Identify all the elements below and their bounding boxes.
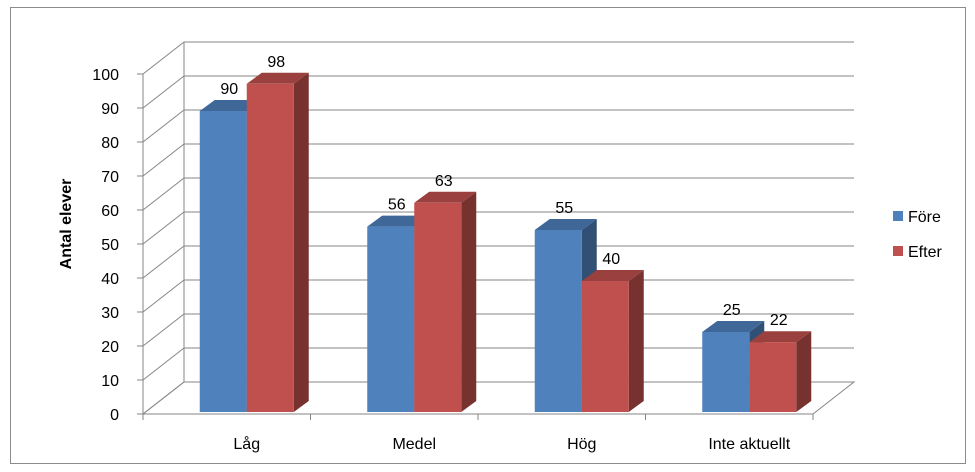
data-label: 40 bbox=[602, 251, 620, 268]
bar bbox=[702, 332, 750, 412]
bar bbox=[246, 83, 294, 413]
bar-top bbox=[246, 72, 309, 84]
y-tick-label: 40 bbox=[101, 271, 119, 288]
gridline-side bbox=[142, 75, 185, 109]
data-label: 90 bbox=[220, 81, 238, 98]
y-tick-label: 100 bbox=[92, 67, 119, 84]
y-tick-label: 60 bbox=[101, 203, 119, 220]
y-axis-label: Antal elever bbox=[58, 179, 75, 270]
bar-side bbox=[628, 270, 644, 412]
legend-swatch bbox=[893, 246, 903, 256]
y-tick-label: 10 bbox=[101, 373, 119, 390]
bar-top bbox=[199, 100, 262, 111]
data-label: 98 bbox=[267, 54, 285, 71]
data-label: 63 bbox=[435, 173, 453, 190]
data-label: 22 bbox=[770, 312, 788, 329]
bar-top bbox=[581, 270, 644, 281]
bar bbox=[749, 342, 797, 412]
bar-side bbox=[293, 72, 309, 413]
floor bbox=[141, 381, 856, 415]
gridline-side bbox=[142, 177, 185, 211]
legend-label: Efter bbox=[908, 244, 942, 261]
bar-side bbox=[796, 331, 812, 412]
gridline-side bbox=[142, 347, 185, 381]
y-tick-label: 90 bbox=[101, 101, 119, 118]
bar-top bbox=[367, 215, 430, 227]
legend-label: Före bbox=[908, 209, 941, 226]
legend-swatch bbox=[893, 211, 903, 221]
x-tick-label: Hög bbox=[567, 436, 596, 453]
bar-top bbox=[534, 219, 597, 230]
bar bbox=[199, 111, 247, 412]
y-tick-label: 20 bbox=[101, 339, 119, 356]
y-tick-label: 80 bbox=[101, 135, 119, 152]
bar-chart: 0 10 20 30 40 50 60 70 80 90 100 90 98 Låg 56 63 Medel 55… bbox=[58, 41, 942, 453]
bar-top bbox=[414, 191, 477, 203]
gridline-side bbox=[142, 143, 185, 177]
gridline-side bbox=[142, 109, 185, 143]
bar-top bbox=[702, 321, 765, 332]
bar bbox=[367, 226, 415, 412]
bar-top bbox=[749, 331, 812, 343]
x-tick-label: Inte aktuellt bbox=[708, 436, 790, 453]
data-label: 25 bbox=[723, 302, 741, 319]
bar bbox=[414, 202, 462, 412]
gridline-side bbox=[142, 211, 185, 245]
bar-side bbox=[461, 191, 477, 412]
gridline-side bbox=[142, 279, 185, 313]
gridline-side bbox=[142, 313, 185, 347]
chart-frame: 0 10 20 30 40 50 60 70 80 90 100 90 98 Låg 56 63 Medel 55… bbox=[10, 7, 966, 464]
x-tick-label: Låg bbox=[233, 435, 260, 453]
y-tick-label: 30 bbox=[101, 305, 119, 322]
y-tick-label: 70 bbox=[101, 169, 119, 186]
data-label: 56 bbox=[388, 197, 406, 214]
data-label: 55 bbox=[555, 200, 573, 217]
gridline-side bbox=[142, 41, 185, 75]
y-tick-label: 0 bbox=[110, 407, 119, 424]
gridline-side bbox=[142, 245, 185, 279]
bar bbox=[581, 281, 629, 412]
bar bbox=[534, 230, 582, 412]
y-tick-label: 50 bbox=[101, 237, 119, 254]
x-tick-label: Medel bbox=[392, 436, 436, 453]
